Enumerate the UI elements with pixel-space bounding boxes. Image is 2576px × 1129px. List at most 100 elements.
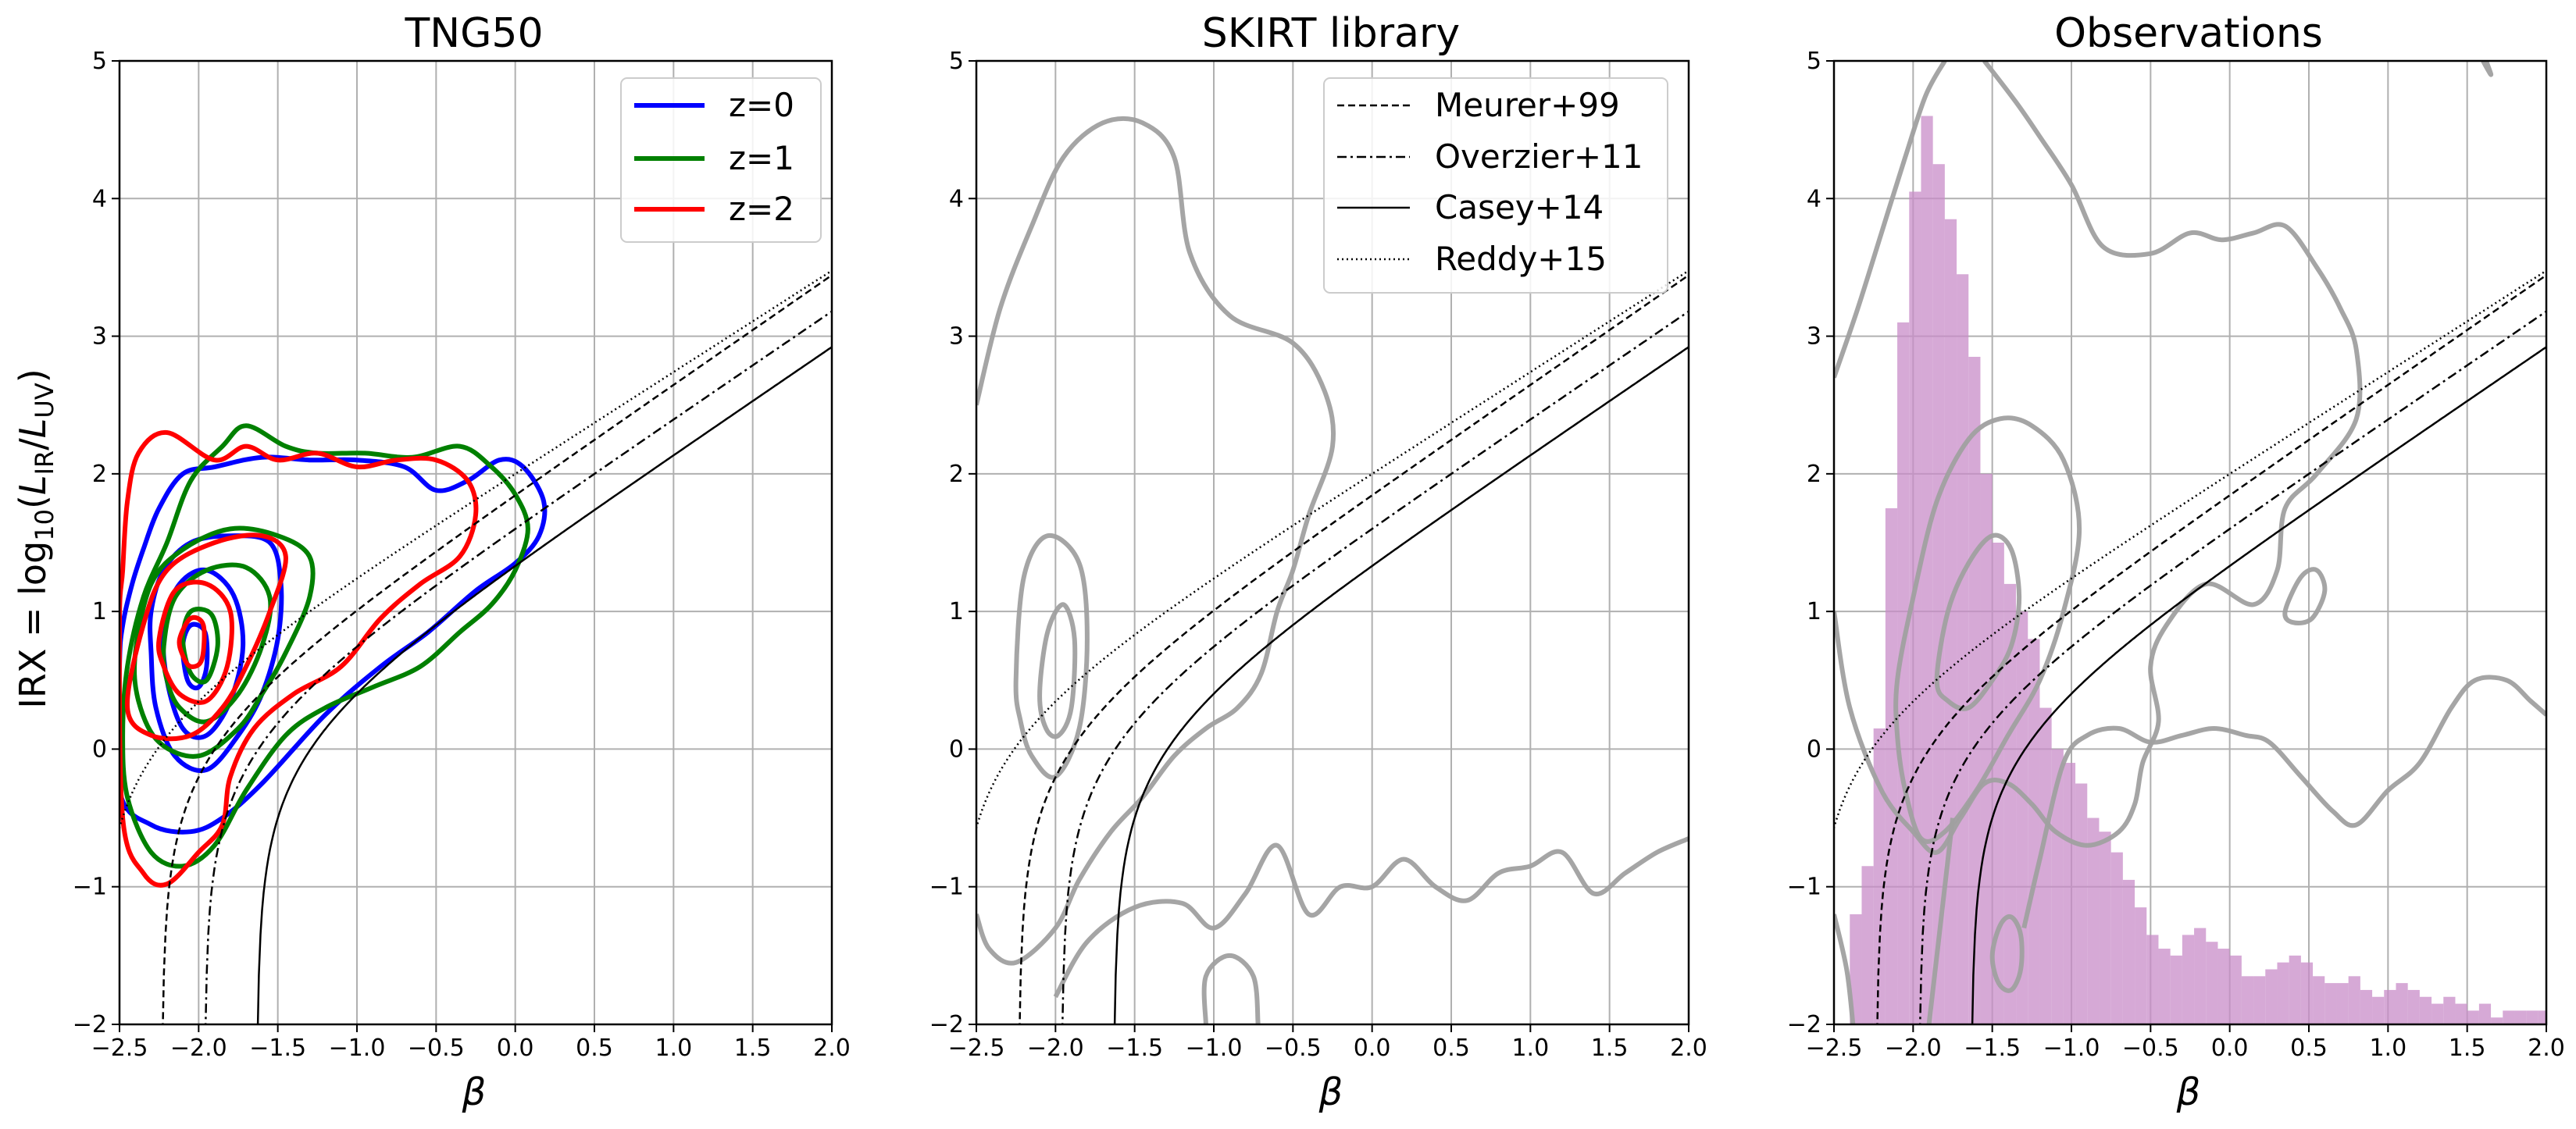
legend-label-overzier: Overzier+11 [1435,137,1643,176]
relation-overzier-11 [205,310,832,1024]
legend-redshift: z=0 z=1 z=2 [620,77,822,243]
x-tick-label: 1.5 [734,1035,772,1062]
density-contour [1201,953,1261,1024]
histogram-bar [2300,962,2314,1024]
relation-casey-14 [256,346,832,1024]
histogram-bar [2324,983,2337,1024]
density-contour [2282,567,2328,625]
histogram-bar [2443,996,2456,1024]
relation-reddy-15 [976,269,1689,832]
density-contour [1834,914,1856,1024]
histogram-bar [1932,164,1945,1024]
density-contour [1834,61,1947,379]
y-tick-label: 0 [92,735,107,763]
panel-observations: Observations β [2054,10,2323,1114]
density-contour [976,116,1336,966]
relation-overzier-11 [1919,310,2546,1024]
density-contour [120,429,479,888]
y-tick-label: −1 [73,874,107,901]
histogram-bar [1861,866,1874,1024]
y-tick-label: 2 [1807,461,1821,488]
plot-content [1834,61,2546,1024]
density-contour [1893,415,2082,844]
x-tick-label: 1.5 [1591,1035,1629,1062]
legend-label-z0: z=0 [729,86,794,124]
y-tick-label: −2 [929,1011,964,1038]
histogram-bar [2277,962,2289,1024]
histogram-bar [2432,1003,2444,1024]
histogram-bar [1980,473,1993,1024]
y-tick-label: 2 [949,461,964,488]
y-tick-label: −2 [1787,1011,1821,1038]
histogram-bar [2075,783,2088,1024]
x-tick-label: 0.0 [1354,1035,1391,1062]
histogram-bar [2313,976,2325,1024]
y-tick-label: 0 [949,735,964,763]
density-contour [1989,914,2025,993]
x-tick-label: 1.5 [2449,1035,2486,1062]
y-label-sub1: IR [30,451,59,475]
y-axis-label: IRX = log10(LIR/LUV) [12,369,59,708]
histogram-bar [2099,832,2111,1024]
histogram-bar [1873,728,1886,1024]
x-tick-label: −1.5 [1964,1035,2021,1062]
histogram-bar [1850,914,1862,1024]
x-tick-label: 2.0 [813,1035,851,1062]
legend-label-reddy: Reddy+15 [1435,240,1607,278]
histogram-bar [1885,508,1898,1024]
relation-casey-14 [1113,346,1689,1024]
panel-skirt-library: SKIRT library β [1202,10,1460,1114]
x-tick-label: 1.0 [2369,1035,2407,1062]
histogram-bar [2217,949,2230,1024]
x-tick-label: 0.0 [2211,1035,2249,1062]
relation-overzier-11 [1061,310,1689,1024]
density-contour [1934,532,2022,711]
axes-frame [1832,59,2548,1026]
y-tick-label: 1 [92,598,107,625]
x-tick-label: −0.5 [408,1035,465,1062]
histogram-bar [2538,1010,2546,1024]
histogram-bar [2253,976,2266,1024]
x-axis-label: β [1318,1070,1343,1114]
y-label-sub2: UV [30,383,59,418]
y-tick-label: 3 [1807,323,1821,351]
x-tick-label: 1.0 [1511,1035,1549,1062]
x-axis-label: β [2176,1070,2201,1114]
histogram-bar [2336,983,2349,1024]
histogram-bar [2122,879,2135,1024]
y-tick-label: 4 [949,185,964,212]
histogram-bar [2158,949,2171,1024]
y-tick-label: 5 [1807,48,1821,75]
density-contour [1926,817,1955,1024]
density-contour [180,621,210,691]
y-label-prefix: IRX = log [12,541,54,709]
histogram-bar [2419,996,2432,1024]
x-tick-label: −1.5 [249,1035,306,1062]
panel-title: SKIRT library [1202,10,1460,57]
histogram-bar [2348,976,2360,1024]
relation-meurer-99 [1876,274,2546,1024]
histogram-bar [1957,274,1969,1024]
y-label-base: 10 [30,509,59,541]
density-contour [120,454,548,835]
plot-content [120,269,832,1024]
y-label-slash: / [12,438,54,451]
y-tick-label: 2 [92,461,107,488]
relation-reddy-15 [1834,269,2546,832]
density-contour [1013,532,1090,780]
density-contour [180,607,220,685]
x-tick-label: 1.0 [655,1035,692,1062]
y-tick-label: 4 [1807,185,1821,212]
relation-meurer-99 [162,274,832,1024]
relation-meurer-99 [1019,274,1689,1024]
histogram-bar [2170,955,2182,1024]
plot-area-2: −2.5 −2.0 −1.5 −1.0 −0.5 0.0 0.5 1.0 1.5 2.0 −2 −1 0… [1787,48,2565,1062]
axes-frame [118,59,833,1026]
legend-relations: Meurer+99 Overzier+11 Casey+14 Reddy+15 [1323,77,1668,294]
panel-tng50: TNG50 β [404,10,543,1114]
y-label-l1: L [12,475,54,495]
y-label-open: ( [12,495,54,509]
histogram-bar [2526,1010,2539,1024]
plot-area-0: −2.5 −2.0 −1.5 −1.0 −0.5 0.0 0.5 1.0 1.5 2.0 −2 −1 0… [73,48,851,1062]
legend-label-z2: z=2 [729,190,794,228]
